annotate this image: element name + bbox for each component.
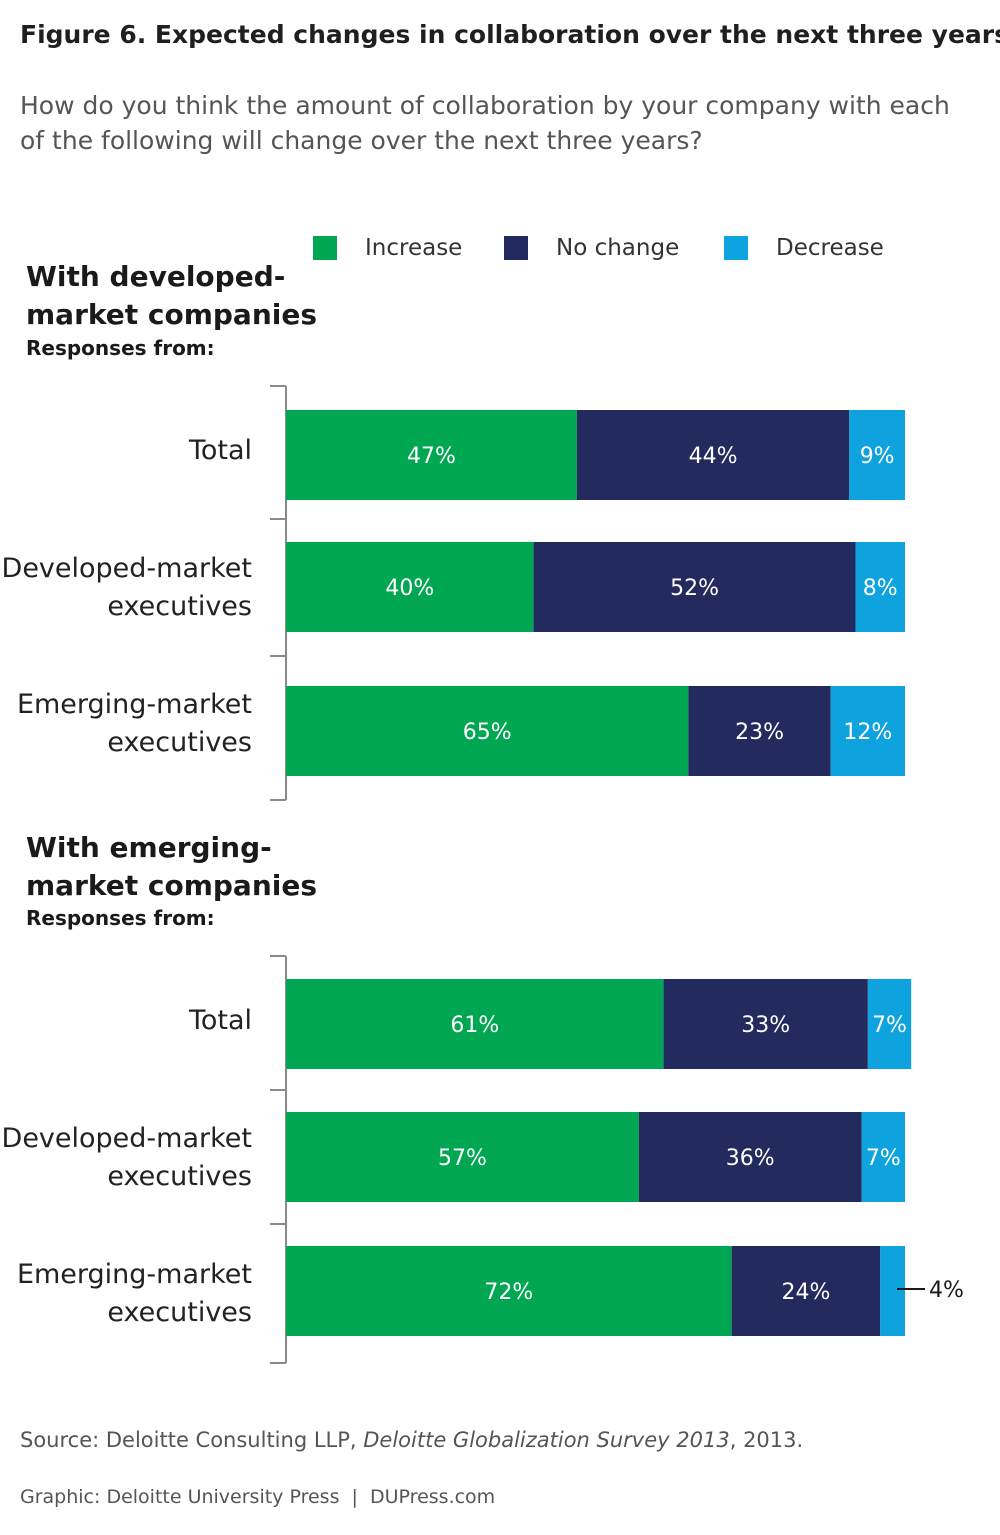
category-label-total: Total [189, 432, 252, 470]
section-heading-line: market companies [26, 298, 318, 331]
data-label-increase: 40% [385, 576, 434, 601]
category-label-line: Total [188, 435, 252, 466]
legend-item-increase: Increase [313, 235, 462, 261]
source-note: Source: Deloitte Consulting LLP, Deloitt… [20, 1428, 803, 1452]
category-label-line: Emerging-market [16, 689, 252, 720]
bar-segment-no-change [533, 542, 856, 632]
legend-swatch-no-change [504, 236, 528, 260]
data-label-decrease: 12% [843, 720, 892, 745]
source-prefix: Source: Deloitte Consulting LLP, [20, 1428, 364, 1452]
bar-segment-decrease [880, 1246, 905, 1336]
bar-segment-no-change [663, 979, 868, 1069]
bar-segment-increase [286, 979, 664, 1069]
data-label-no-change: 33% [741, 1013, 790, 1038]
section-heading-line: With emerging- [26, 831, 272, 864]
data-label-increase: 65% [463, 720, 512, 745]
bar-segment-no-change [688, 686, 831, 776]
bar-segment-no-change [731, 1246, 881, 1336]
data-label-increase: 57% [438, 1146, 487, 1171]
source-suffix: , 2013. [729, 1428, 804, 1452]
figure-title: Figure 6. Expected changes in collaborat… [20, 20, 1000, 49]
category-label-developed-market-executives: Developed-market executives [2, 550, 252, 626]
section-subheading-developed: Responses from: [26, 336, 215, 360]
bar-segment-decrease [867, 979, 912, 1069]
data-label-no-change: 52% [670, 576, 719, 601]
survey-question: How do you think the amount of collabora… [20, 91, 950, 155]
source-title: Deloitte Globalization Survey 2013 [363, 1428, 730, 1452]
bar-segment-no-change [576, 410, 850, 500]
section-heading-line: market companies [26, 869, 318, 902]
data-label-no-change: 36% [726, 1146, 775, 1171]
bar-segment-increase [286, 686, 689, 776]
data-label-no-change: 44% [689, 444, 738, 469]
data-label-increase: 72% [484, 1280, 533, 1305]
legend-swatch-decrease [724, 236, 748, 260]
category-label-line: executives [107, 727, 252, 758]
category-label-line: Total [188, 1005, 252, 1036]
data-label-no-change: 24% [782, 1280, 831, 1305]
category-label-line: Emerging-market [16, 1259, 252, 1290]
data-label-decrease: 9% [860, 444, 895, 469]
category-label-emerging-market-executives: Emerging-market executives [17, 686, 252, 762]
bar-segment-decrease [861, 1112, 905, 1202]
bar-segment-decrease [830, 686, 905, 776]
section-subheading-emerging: Responses from: [26, 906, 215, 930]
legend-swatch-increase [313, 236, 337, 260]
bar-segment-no-change [638, 1112, 862, 1202]
data-label-increase: 47% [407, 444, 456, 469]
legend-item-decrease: Decrease [724, 235, 884, 261]
category-label-line: executives [107, 1161, 252, 1192]
category-label-total: Total [189, 1002, 252, 1040]
bar-segment-increase [286, 542, 534, 632]
data-label-decrease: 4% [929, 1278, 964, 1303]
category-label-developed-market-executives: Developed-market executives [2, 1120, 252, 1196]
section-heading-emerging: With emerging- market companies [26, 829, 317, 905]
legend-item-no-change: No change [504, 235, 679, 261]
category-label-line: Developed-market [1, 553, 252, 584]
data-label-increase: 61% [450, 1013, 499, 1038]
category-label-line: executives [107, 1297, 252, 1328]
category-label-line: Developed-market [1, 1123, 252, 1154]
legend-label-increase: Increase [365, 235, 463, 261]
data-label-decrease: 7% [872, 1013, 907, 1038]
graphic-credit: Graphic: Deloitte University Press | DUP… [20, 1486, 496, 1508]
section-heading-line: With developed- [26, 260, 286, 293]
bar-segment-decrease [855, 542, 905, 632]
data-label-decrease: 7% [866, 1146, 901, 1171]
bar-segment-decrease [849, 410, 905, 500]
legend-label-decrease: Decrease [776, 235, 884, 261]
section-heading-developed: With developed- market companies [26, 258, 317, 334]
legend-label-no-change: No change [556, 235, 680, 261]
bar-segment-increase [286, 1112, 639, 1202]
data-label-decrease: 8% [863, 576, 898, 601]
category-label-emerging-market-executives: Emerging-market executives [17, 1256, 252, 1332]
data-label-no-change: 23% [735, 720, 784, 745]
bar-segment-increase [286, 1246, 732, 1336]
bar-segment-increase [286, 410, 577, 500]
category-label-line: executives [107, 591, 252, 622]
